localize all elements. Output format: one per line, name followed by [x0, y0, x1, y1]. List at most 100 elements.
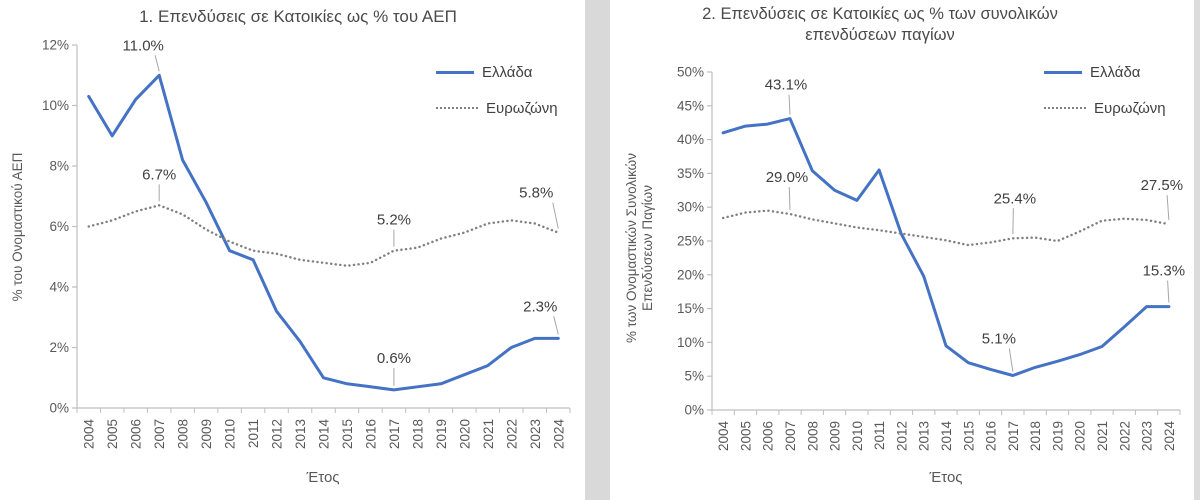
x-tick-label: 2022	[504, 419, 519, 449]
x-tick-label: 2013	[917, 421, 932, 451]
x-tick-label: 2014	[939, 421, 954, 452]
chart2-y-axis-title-line1: % των Ονομαστικών Συνολικών	[624, 153, 639, 343]
x-tick-label: 2013	[293, 419, 308, 449]
annotation-label: 27.5%	[1141, 177, 1184, 194]
x-tick-label: 2019	[434, 419, 449, 449]
x-tick-label: 2006	[761, 421, 776, 451]
x-tick-label: 2005	[105, 419, 120, 449]
x-tick-label: 2007	[152, 419, 167, 449]
x-tick-label: 2020	[1073, 421, 1088, 451]
x-tick-label: 2012	[270, 419, 285, 449]
x-tick-label: 2016	[984, 421, 999, 451]
annotation-leader	[788, 186, 791, 210]
y-tick-label: 10%	[677, 335, 704, 350]
annotation-label: 5.8%	[519, 185, 553, 202]
y-tick-label: 35%	[677, 166, 704, 181]
annotation-label: 43.1%	[765, 77, 808, 94]
x-tick-label: 2010	[850, 421, 865, 451]
x-tick-label: 2018	[410, 419, 425, 449]
chart2-legend-eurozone: Ευρωζώνη	[1044, 97, 1166, 119]
annotation-leader	[1167, 280, 1170, 303]
y-tick-label: 5%	[684, 369, 704, 384]
x-tick-label: 2014	[317, 419, 332, 450]
legend-label-greece: Ελλάδα	[482, 63, 533, 81]
annotation-label: 11.0%	[122, 37, 163, 54]
x-tick-label: 2021	[1095, 421, 1110, 451]
x-tick-label: 2021	[481, 419, 496, 449]
chart2-legend: Ελλάδα Ευρωζώνη	[1044, 61, 1166, 133]
greece-line-sample	[1044, 70, 1082, 74]
y-tick-label: 25%	[677, 234, 704, 249]
chart2-y-axis-title: % των Ονομαστικών Συνολικών Επενδύσεων Π…	[624, 133, 658, 363]
x-tick-label: 2004	[82, 419, 97, 450]
y-tick-label: 2%	[49, 340, 69, 355]
x-tick-label: 2012	[894, 421, 909, 451]
legend-label-eurozone: Ευρωζώνη	[1094, 99, 1166, 117]
chart1-legend: Ελλάδα Ευρωζώνη	[436, 61, 558, 133]
y-tick-label: 45%	[677, 98, 704, 113]
annotation-leader	[154, 55, 160, 72]
x-tick-label: 2023	[528, 419, 543, 449]
x-tick-label: 2011	[246, 419, 261, 448]
eurozone-line	[87, 204, 560, 267]
y-tick-label: 30%	[677, 200, 704, 215]
x-tick-label: 2004	[716, 421, 731, 452]
chart1-legend-greece: Ελλάδα	[436, 61, 558, 83]
chart1-y-axis-title: % του Ονομαστικού ΑΕΠ	[10, 152, 25, 302]
chart2-x-axis-title: Έτος	[929, 469, 963, 486]
right-edge-strip	[1194, 0, 1200, 500]
chart1-x-axis-title: Έτος	[306, 469, 340, 486]
x-tick-label: 2015	[340, 419, 355, 449]
x-tick-label: 2016	[363, 419, 378, 449]
y-tick-label: 8%	[49, 159, 69, 174]
annotation-leader	[553, 316, 559, 335]
chart2-title-line1: 2. Επενδύσεις σε Κατοικίες ως % των συνο…	[702, 5, 1058, 23]
annotation-leader	[1166, 195, 1170, 221]
greece-line	[87, 73, 560, 392]
chart1-title: 1. Επενδύσεις σε Κατοικίες ως % του ΑΕΠ	[139, 7, 457, 26]
x-tick-label: 2007	[783, 421, 798, 451]
y-tick-label: 12%	[42, 38, 69, 53]
annotation-label: 2.3%	[523, 298, 557, 315]
eurozone-line	[721, 209, 1171, 247]
chart2-title: 2. Επενδύσεις σε Κατοικίες ως % των συνο…	[665, 4, 1095, 46]
x-tick-label: 2011	[872, 421, 887, 450]
annotation-label: 25.4%	[994, 190, 1037, 207]
annotation-leader	[552, 202, 559, 229]
x-tick-label: 2005	[738, 421, 753, 451]
annotation-label: 6.7%	[142, 166, 176, 183]
x-tick-label: 2017	[1006, 421, 1021, 451]
legend-label-eurozone: Ευρωζώνη	[486, 99, 558, 117]
y-tick-label: 40%	[677, 132, 704, 147]
x-tick-label: 2015	[961, 421, 976, 451]
x-tick-label: 2019	[1050, 421, 1065, 451]
annotation-label: 5.2%	[377, 212, 411, 229]
x-tick-label: 2009	[828, 421, 843, 451]
x-tick-label: 2020	[457, 419, 472, 449]
x-tick-label: 2006	[129, 419, 144, 449]
chart-divider	[585, 0, 610, 500]
annotation-label: 15.3%	[1143, 263, 1186, 280]
chart1-legend-eurozone: Ευρωζώνη	[436, 97, 558, 119]
chart2-title-line2: επενδύσεων παγίων	[805, 26, 955, 44]
annotation-label: 5.1%	[982, 331, 1016, 348]
annotation-leader	[1012, 208, 1014, 235]
eurozone-line-sample	[1044, 107, 1086, 109]
chart2-legend-greece: Ελλάδα	[1044, 61, 1166, 83]
y-tick-label: 0%	[49, 401, 69, 416]
y-tick-label: 15%	[677, 301, 704, 316]
x-tick-label: 2009	[199, 419, 214, 449]
x-tick-label: 2024	[551, 419, 566, 450]
eurozone-line-sample	[436, 107, 478, 109]
annotation-label: 29.0%	[766, 169, 809, 186]
x-tick-label: 2023	[1140, 421, 1155, 451]
annotation-leader	[788, 94, 791, 115]
x-tick-label: 2024	[1162, 421, 1177, 452]
x-tick-label: 2008	[805, 421, 820, 451]
x-tick-label: 2010	[223, 419, 238, 449]
y-tick-label: 10%	[42, 98, 69, 113]
y-tick-label: 6%	[49, 219, 69, 234]
y-tick-label: 0%	[684, 403, 704, 418]
chart2-y-axis-title-line2: Επενδύσεων Παγίων	[640, 185, 655, 311]
